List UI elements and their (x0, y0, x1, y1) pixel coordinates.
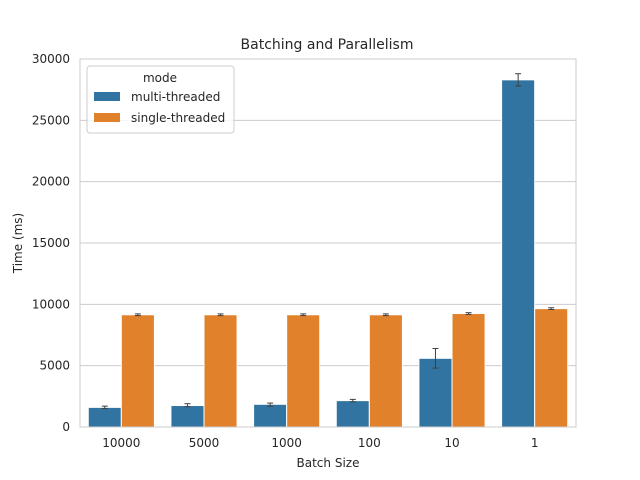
y-tick-label: 30000 (32, 52, 70, 66)
legend-label-single-threaded: single-threaded (131, 111, 225, 125)
error-bar-single-threaded-5000 (217, 313, 224, 317)
plot-frame (79, 58, 577, 428)
bar-single-threaded-10000 (120, 314, 155, 428)
error-bar-multi-threaded-100 (349, 398, 356, 403)
error-bar-single-threaded-100 (382, 313, 389, 317)
bar-single-threaded-1000 (286, 314, 321, 428)
bar-single-threaded-1 (534, 308, 569, 428)
bar-multi-threaded-1000 (253, 403, 288, 428)
y-tick-label: 5000 (39, 359, 70, 373)
legend-box (86, 65, 235, 134)
legend-swatch-multi-threaded (94, 92, 120, 101)
chart-title: Batching and Parallelism (241, 37, 414, 53)
y-tick-label: 15000 (32, 236, 70, 250)
error-bar-single-threaded-10 (465, 312, 472, 315)
error-bar-multi-threaded-5000 (184, 403, 191, 408)
y-axis-ticks: 0 5000 10000 15000 20000 25000 30000 (32, 52, 70, 434)
error-bar-multi-threaded-10 (432, 347, 439, 369)
bars (87, 79, 569, 428)
bar-multi-threaded-10 (418, 357, 453, 428)
legend-label-multi-threaded: multi-threaded (131, 90, 220, 104)
error-bar-multi-threaded-1 (515, 73, 522, 87)
legend-title: mode (143, 71, 177, 85)
legend: mode multi-threaded single-threaded (86, 65, 235, 134)
error-bar-multi-threaded-10000 (101, 405, 108, 410)
bar-single-threaded-10 (451, 313, 486, 428)
y-tick-label: 10000 (32, 297, 70, 311)
bar-multi-threaded-10000 (87, 406, 122, 428)
y-tick-label: 0 (62, 420, 70, 434)
x-tick-label: 1 (531, 436, 539, 450)
y-tick-label: 25000 (32, 113, 70, 127)
error-bar-multi-threaded-1000 (267, 402, 274, 407)
bar-multi-threaded-100 (335, 400, 370, 428)
x-tick-label: 10000 (102, 436, 140, 450)
bar-multi-threaded-1 (501, 79, 536, 428)
x-axis-ticks: 10000 5000 1000 100 10 1 (102, 436, 538, 450)
x-tick-label: 100 (358, 436, 381, 450)
x-axis-label: Batch Size (297, 456, 360, 470)
error-bar-single-threaded-10000 (134, 313, 141, 317)
error-bar-single-threaded-1 (548, 307, 555, 310)
y-tick-label: 20000 (32, 175, 70, 189)
bar-single-threaded-5000 (203, 314, 238, 428)
x-tick-label: 10 (444, 436, 459, 450)
error-bars (101, 73, 555, 410)
bar-multi-threaded-5000 (170, 405, 205, 428)
legend-swatch-single-threaded (94, 113, 120, 122)
x-tick-label: 5000 (189, 436, 220, 450)
error-bar-single-threaded-1000 (300, 313, 307, 317)
bar-single-threaded-100 (368, 314, 403, 428)
x-tick-label: 1000 (271, 436, 302, 450)
y-axis-label: Time (ms) (11, 213, 25, 275)
